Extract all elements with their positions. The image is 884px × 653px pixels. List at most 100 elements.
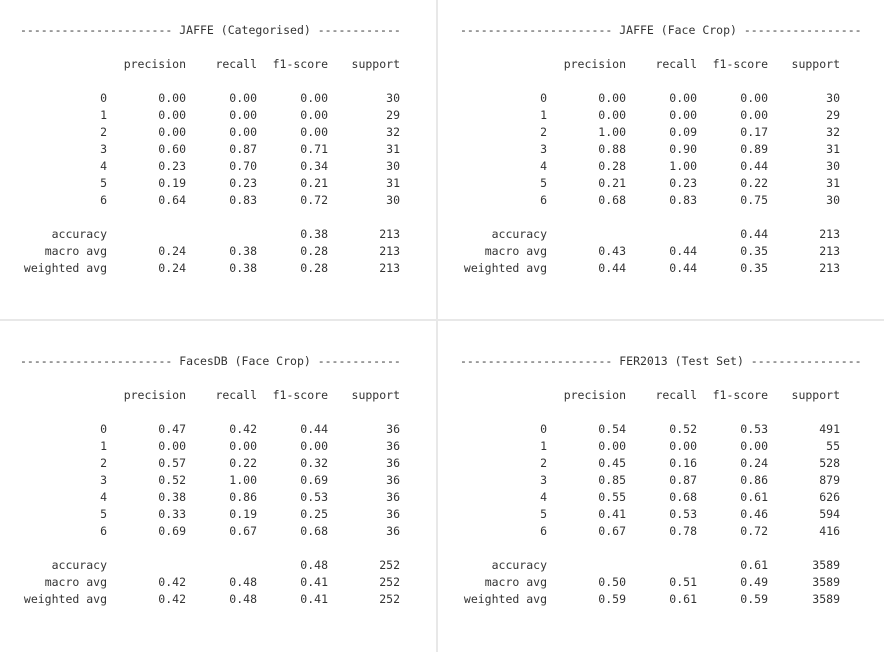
support-value: 29 [826,108,840,122]
class-label: 3 [100,473,107,487]
precision-value: 0.68 [598,193,626,207]
precision-value: 0.67 [598,524,626,538]
class-row: 0 0.54 0.52 0.53 491 [460,421,880,438]
weighted-avg-row: weighted avg 0.44 0.44 0.35 213 [460,260,880,277]
class-label: 2 [540,125,547,139]
header-precision: precision [123,57,186,71]
report-panel-jaffe-categorised: ---------------------- JAFFE (Categorise… [20,22,440,322]
support-value: 36 [386,507,400,521]
f1-value: 0.53 [300,490,328,504]
support-value: 213 [819,244,840,258]
precision-value: 0.42 [158,592,186,606]
precision-value: 0.55 [598,490,626,504]
precision-value: 0.00 [598,439,626,453]
f1-value: 0.34 [300,159,328,173]
recall-value: 0.52 [669,422,697,436]
support-value: 416 [819,524,840,538]
recall-value: 1.00 [229,473,257,487]
class-label: 4 [100,159,107,173]
header-support: support [791,388,840,402]
class-row: 3 0.88 0.90 0.89 31 [460,141,880,158]
f1-value: 0.53 [740,422,768,436]
class-row: 6 0.64 0.83 0.72 30 [20,192,440,209]
class-label: 0 [540,422,547,436]
support-value: 252 [379,592,400,606]
class-row: 1 0.00 0.00 0.00 29 [20,107,440,124]
macro-avg-row: macro avg 0.50 0.51 0.49 3589 [460,574,880,591]
macro-avg-row: macro avg 0.42 0.48 0.41 252 [20,574,440,591]
header-recall: recall [655,57,697,71]
f1-value: 0.71 [300,142,328,156]
class-label: 1 [540,108,547,122]
class-label: 5 [100,507,107,521]
recall-value: 0.44 [669,244,697,258]
header-precision: precision [563,388,626,402]
class-row: 4 0.55 0.68 0.61 626 [460,489,880,506]
f1-value: 0.28 [300,244,328,258]
support-value: 36 [386,490,400,504]
f1-value: 0.41 [300,592,328,606]
accuracy-row: accuracy 0.44 213 [460,226,880,243]
support-value: 55 [826,439,840,453]
accuracy-label: accuracy [51,558,107,572]
support-value: 30 [386,91,400,105]
f1-value: 0.89 [740,142,768,156]
support-value: 36 [386,439,400,453]
f1-value: 0.35 [740,244,768,258]
recall-value: 0.38 [229,244,257,258]
f1-value: 0.25 [300,507,328,521]
precision-value: 0.00 [598,91,626,105]
precision-value: 0.43 [598,244,626,258]
class-row: 2 1.00 0.09 0.17 32 [460,124,880,141]
recall-value: 0.42 [229,422,257,436]
header-precision: precision [563,57,626,71]
f1-value: 0.00 [740,91,768,105]
recall-value: 0.00 [229,439,257,453]
report-title-rule: ---------------------- FER2013 (Test Set… [460,354,862,368]
header-f1-score: f1-score [712,388,768,402]
class-row: 0 0.47 0.42 0.44 36 [20,421,440,438]
precision-value: 0.33 [158,507,186,521]
support-value: 879 [819,473,840,487]
class-label: 0 [100,91,107,105]
class-row: 2 0.57 0.22 0.32 36 [20,455,440,472]
f1-value: 0.68 [300,524,328,538]
precision-value: 0.28 [598,159,626,173]
support-value: 36 [386,524,400,538]
recall-value: 0.23 [669,176,697,190]
support-value: 213 [379,261,400,275]
header-row: precision recall f1-score support [460,387,880,404]
precision-value: 0.64 [158,193,186,207]
support-value: 29 [386,108,400,122]
precision-value: 0.00 [158,91,186,105]
header-precision: precision [123,388,186,402]
f1-value: 0.61 [740,490,768,504]
f1-value: 0.75 [740,193,768,207]
precision-value: 0.19 [158,176,186,190]
report-title-rule: ---------------------- FacesDB (Face Cro… [20,354,401,368]
accuracy-value: 0.38 [300,227,328,241]
recall-value: 0.67 [229,524,257,538]
precision-value: 0.24 [158,261,186,275]
f1-value: 0.32 [300,456,328,470]
f1-value: 0.17 [740,125,768,139]
class-row: 5 0.41 0.53 0.46 594 [460,506,880,523]
precision-value: 0.00 [158,125,186,139]
f1-value: 0.00 [300,125,328,139]
class-row: 0 0.00 0.00 0.00 30 [20,90,440,107]
recall-value: 0.44 [669,261,697,275]
support-value: 31 [386,176,400,190]
support-value: 3589 [812,575,840,589]
f1-value: 0.44 [740,159,768,173]
support-value: 36 [386,456,400,470]
class-label: 4 [100,490,107,504]
class-row: 2 0.45 0.16 0.24 528 [460,455,880,472]
header-support: support [351,388,400,402]
precision-value: 0.45 [598,456,626,470]
weighted-avg-row: weighted avg 0.24 0.38 0.28 213 [20,260,440,277]
macro-avg-label: macro avg [484,575,547,589]
recall-value: 0.00 [669,91,697,105]
recall-value: 0.38 [229,261,257,275]
header-row: precision recall f1-score support [460,56,880,73]
recall-value: 0.19 [229,507,257,521]
